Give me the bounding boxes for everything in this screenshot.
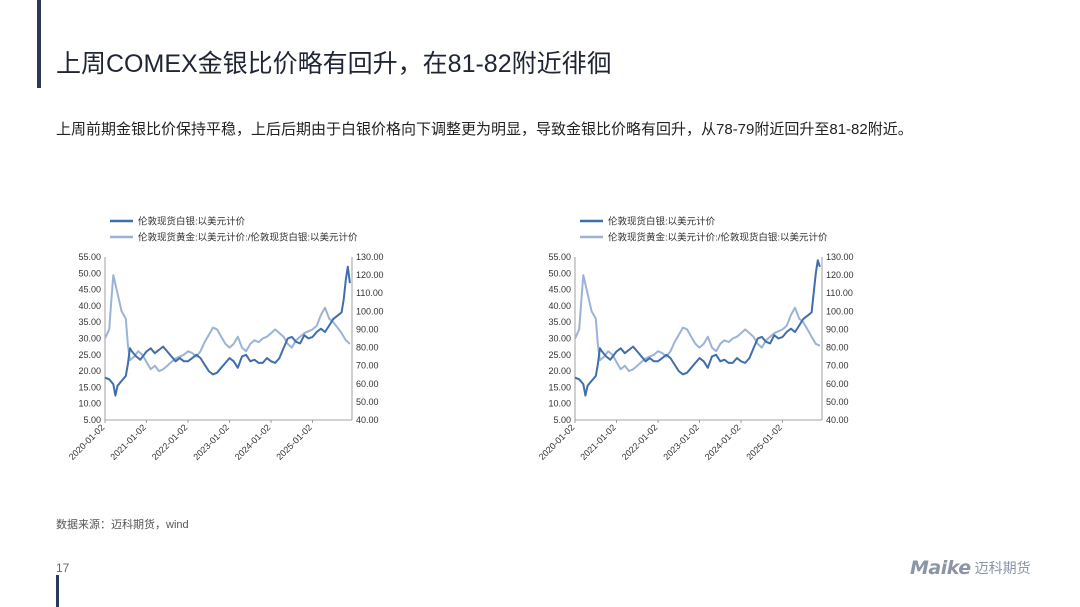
x-tick-label: 2023-01-02 (191, 422, 231, 462)
y-left-tick-label: 50.00 (78, 268, 101, 278)
y-left-tick-label: 40.00 (548, 301, 571, 311)
slide-subtitle: 上周前期金银比价保持平稳，上后后期由于白银价格向下调整更为明显，导致金银比价略有… (56, 121, 913, 138)
y-right-tick-label: 40.00 (826, 415, 849, 425)
y-left-tick-label: 10.00 (78, 399, 101, 409)
y-left-tick-label: 35.00 (78, 317, 101, 327)
y-left-tick-label: 5.00 (83, 415, 101, 425)
y-left-tick-label: 25.00 (548, 350, 571, 360)
y-right-tick-label: 50.00 (826, 397, 849, 407)
x-tick-label: 2020-01-02 (537, 422, 577, 462)
y-left-tick-label: 50.00 (548, 268, 571, 278)
x-tick-label: 2025-01-02 (274, 422, 314, 462)
logo-text: 迈科期货 (974, 560, 1031, 576)
y-left-tick-label: 15.00 (78, 382, 101, 392)
page-number: 17 (56, 561, 70, 575)
legend-label-0: 伦敦现货白银:以美元计价 (138, 216, 246, 228)
series-line-0 (104, 265, 351, 397)
y-right-tick-label: 110.00 (356, 288, 383, 298)
y-right-tick-label: 50.00 (356, 397, 379, 407)
y-right-tick-label: 40.00 (356, 415, 379, 425)
legend-label-0: 伦敦现货白银:以美元计价 (608, 216, 716, 228)
y-right-tick-label: 80.00 (356, 343, 379, 353)
source-note: 数据来源：迈科期货，wind (56, 519, 189, 531)
slide-title: 上周COMEX金银比价略有回升，在81-82附近徘徊 (56, 50, 612, 78)
y-right-tick-label: 130.00 (356, 252, 384, 262)
x-tick-label: 2022-01-02 (620, 422, 660, 462)
y-right-tick-label: 80.00 (826, 343, 849, 353)
y-left-tick-label: 5.00 (553, 415, 571, 425)
y-left-tick-label: 45.00 (548, 285, 571, 295)
y-left-tick-label: 40.00 (78, 301, 101, 311)
y-left-tick-label: 10.00 (548, 399, 571, 409)
y-right-tick-label: 70.00 (356, 361, 379, 371)
y-right-tick-label: 90.00 (826, 324, 849, 334)
y-left-tick-label: 55.00 (548, 252, 571, 262)
accent-bar (37, 0, 41, 88)
x-tick-label: 2025-01-02 (744, 422, 784, 462)
y-right-tick-label: 110.00 (826, 288, 853, 298)
y-right-tick-label: 70.00 (826, 361, 849, 371)
y-left-tick-label: 20.00 (548, 366, 571, 376)
y-left-tick-label: 15.00 (548, 382, 571, 392)
legend-label-1: 伦敦现货黄金:以美元计价:/伦敦现货白银:以美元计价 (138, 232, 358, 244)
x-tick-label: 2021-01-02 (108, 422, 148, 462)
y-left-tick-label: 30.00 (548, 334, 571, 344)
y-right-tick-label: 120.00 (356, 270, 384, 280)
x-tick-label: 2020-01-02 (67, 422, 107, 462)
y-right-tick-label: 60.00 (356, 379, 379, 389)
y-left-tick-label: 20.00 (78, 366, 101, 376)
y-right-tick-label: 130.00 (826, 252, 854, 262)
x-tick-label: 2024-01-02 (703, 422, 743, 462)
x-tick-label: 2023-01-02 (661, 422, 701, 462)
x-tick-label: 2022-01-02 (150, 422, 190, 462)
y-right-tick-label: 60.00 (826, 379, 849, 389)
y-right-tick-label: 100.00 (826, 306, 854, 316)
legend-label-1: 伦敦现货黄金:以美元计价:/伦敦现货白银:以美元计价 (608, 232, 828, 244)
y-right-tick-label: 100.00 (356, 306, 384, 316)
y-left-tick-label: 55.00 (78, 252, 101, 262)
y-left-tick-label: 35.00 (548, 317, 571, 327)
y-left-tick-label: 45.00 (78, 285, 101, 295)
logo-mark: Maike (910, 557, 971, 579)
footer-bar (56, 575, 59, 607)
series-line-0 (574, 259, 821, 397)
y-left-tick-label: 25.00 (78, 350, 101, 360)
x-tick-label: 2024-01-02 (233, 422, 273, 462)
y-right-tick-label: 90.00 (356, 324, 379, 334)
x-tick-label: 2021-01-02 (578, 422, 618, 462)
y-left-tick-label: 30.00 (78, 334, 101, 344)
y-right-tick-label: 120.00 (826, 270, 854, 280)
company-logo: Maike 迈科期货 (910, 555, 1031, 581)
